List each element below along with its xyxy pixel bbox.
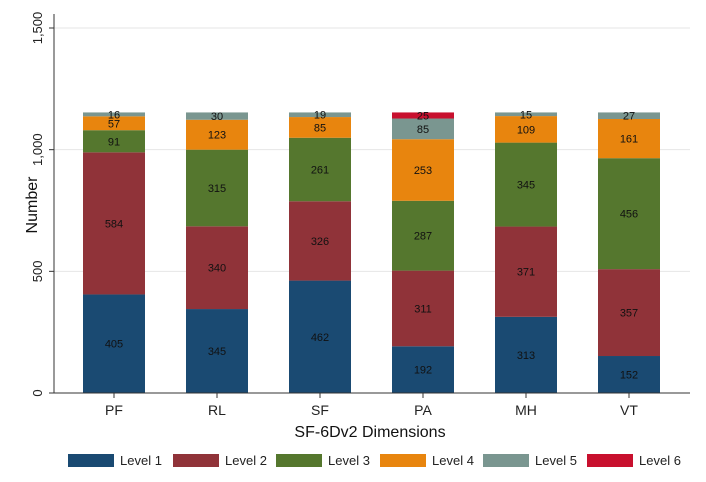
bar-segment — [83, 130, 145, 153]
x-tick-label: SF — [311, 402, 329, 418]
x-tick-label: RL — [208, 402, 226, 418]
bar-segment — [289, 112, 351, 118]
bar-segment — [495, 316, 557, 393]
axes: 0 500 1,000 1,500 PF RL SF PA MH VT — [30, 12, 690, 418]
bar-segment — [392, 200, 454, 271]
bar-segment — [289, 137, 351, 202]
bar-segment — [186, 309, 248, 393]
data-label: 405 — [105, 339, 123, 351]
data-label: 326 — [311, 236, 329, 248]
legend-label: Level 1 — [120, 453, 162, 468]
data-label: 109 — [517, 124, 535, 136]
data-label: 152 — [620, 370, 638, 382]
bar-segment — [83, 294, 145, 393]
legend-swatch — [173, 454, 219, 467]
bar-segment — [83, 112, 145, 117]
data-label: 19 — [314, 110, 326, 122]
data-label: 315 — [208, 183, 226, 195]
bar-segment — [495, 226, 557, 317]
data-label: 85 — [314, 122, 326, 134]
bar-segment — [392, 112, 454, 119]
data-label: 16 — [108, 109, 120, 121]
legend-label: Level 6 — [639, 453, 681, 468]
x-tick-label: PF — [105, 402, 123, 418]
bars: 4055849157163453403151233046232626185191… — [83, 109, 660, 393]
data-label: 462 — [311, 332, 329, 344]
data-label: 311 — [414, 303, 432, 315]
y-axis-title: Number — [24, 176, 41, 234]
data-label: 253 — [414, 165, 432, 177]
data-label: 192 — [414, 365, 432, 377]
bar-segment — [392, 139, 454, 201]
y-tick-label: 1,000 — [30, 133, 45, 166]
data-label: 27 — [623, 111, 635, 123]
bar-segment — [186, 226, 248, 310]
legend-swatch — [483, 454, 529, 467]
legend-swatch — [587, 454, 633, 467]
legend-swatch — [380, 454, 426, 467]
bar-segment — [83, 152, 145, 295]
data-label: 357 — [620, 308, 638, 320]
bar-segment — [289, 117, 351, 138]
data-label: 340 — [208, 263, 226, 275]
data-label: 456 — [620, 209, 638, 221]
data-label: 584 — [105, 218, 123, 230]
x-axis-title: SF-6Dv2 Dimensions — [294, 424, 445, 441]
data-label: 91 — [108, 136, 120, 148]
legend-label: Level 3 — [328, 453, 370, 468]
bar-segment — [289, 201, 351, 281]
bar-segment — [83, 116, 145, 131]
y-tick-label: 500 — [30, 260, 45, 282]
data-label: 123 — [208, 130, 226, 142]
data-label: 161 — [620, 134, 638, 146]
data-label: 345 — [517, 180, 535, 192]
data-label: 287 — [414, 231, 432, 243]
legend-label: Level 5 — [535, 453, 577, 468]
legend-swatch — [68, 454, 114, 467]
data-label: 371 — [517, 267, 535, 279]
x-tick-label: VT — [620, 402, 638, 418]
data-label: 85 — [417, 124, 429, 136]
bar-segment — [598, 112, 660, 120]
bar-segment — [598, 119, 660, 159]
legend-label: Level 2 — [225, 453, 267, 468]
bar-segment — [495, 116, 557, 143]
data-label: 30 — [211, 111, 223, 123]
legend: Level 1 Level 2 Level 3 Level 4 Level 5 Level… — [68, 453, 681, 468]
data-label: 345 — [208, 346, 226, 358]
bar-segment — [392, 118, 454, 140]
bar-segment — [598, 269, 660, 357]
bar-segment — [289, 280, 351, 393]
bar-segment — [598, 158, 660, 270]
x-tick-label: PA — [414, 402, 432, 418]
bar-segment — [186, 149, 248, 227]
bar-segment — [392, 270, 454, 347]
data-label: 261 — [311, 164, 329, 176]
y-tick-label: 1,500 — [30, 12, 45, 45]
bar-segment — [186, 119, 248, 150]
bar-segment — [495, 112, 557, 117]
bar-segment — [392, 346, 454, 393]
data-label: 25 — [417, 110, 429, 122]
legend-label: Level 4 — [432, 453, 474, 468]
data-label: 313 — [517, 350, 535, 362]
bar-segment — [186, 112, 248, 120]
bar-segment — [495, 142, 557, 227]
gridlines — [54, 27, 690, 272]
data-label: 57 — [108, 118, 120, 130]
x-tick-label: MH — [515, 402, 537, 418]
legend-swatch — [276, 454, 322, 467]
y-tick-label: 0 — [30, 389, 45, 396]
data-label: 15 — [520, 109, 532, 121]
bar-segment — [598, 356, 660, 393]
